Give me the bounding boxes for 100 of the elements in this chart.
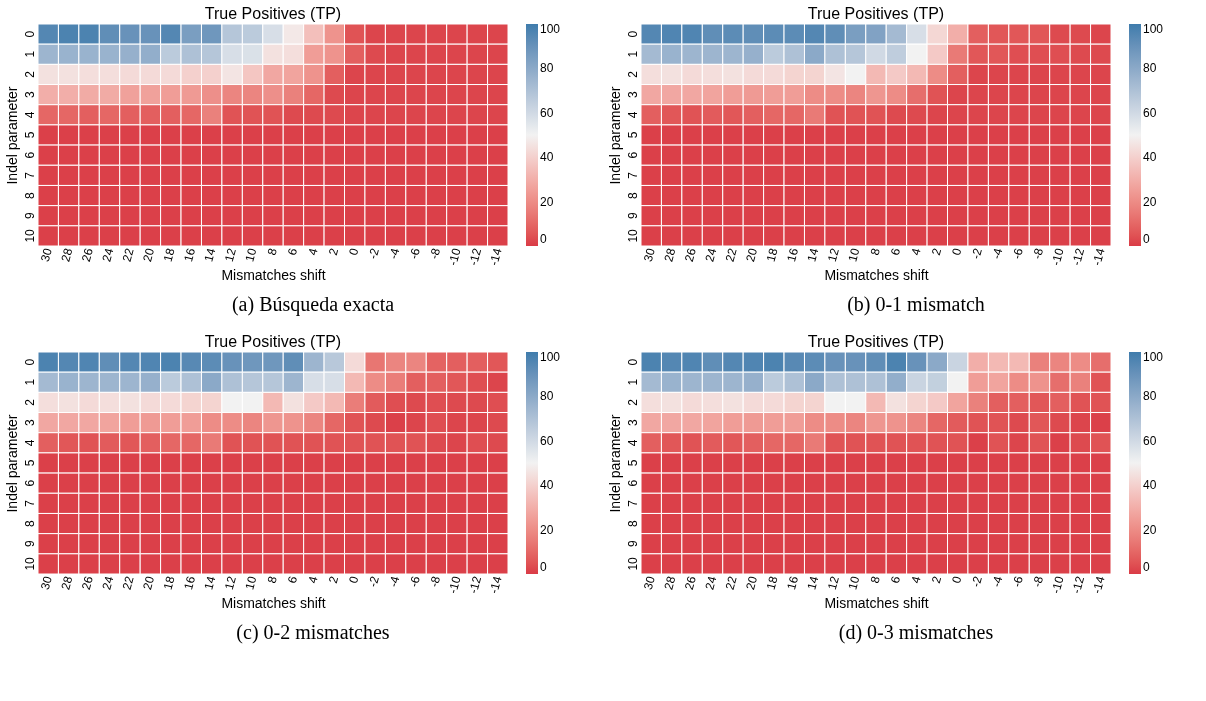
x-tick-label: 2 (928, 246, 945, 257)
x-tick-label: -2 (968, 246, 986, 261)
color-bar-label: 0 (540, 232, 547, 246)
x-tick-label: 2 (325, 574, 342, 585)
x-tick-label: -8 (1029, 574, 1047, 589)
y-tick-label: 9 (625, 540, 640, 548)
x-axis-title: Mismatches shift (824, 266, 929, 283)
x-tick-label: 6 (887, 246, 904, 257)
x-tick-label: 12 (221, 246, 239, 264)
x-tick-label: 0 (346, 246, 362, 257)
x-tick-label: -14 (1089, 246, 1108, 268)
x-tick-label: -10 (1048, 574, 1067, 596)
x-tick-label: 22 (119, 246, 137, 264)
y-tick-label: 0 (22, 358, 37, 366)
x-tick-label: -12 (1069, 574, 1088, 596)
x-tick-label: -6 (406, 574, 423, 589)
y-tick-label: 10 (625, 556, 640, 571)
x-tick-label: 6 (284, 574, 301, 585)
color-bar-label: 40 (540, 478, 554, 493)
x-tick-label: 4 (908, 246, 924, 257)
x-tick-label: 14 (804, 246, 822, 264)
y-tick-label: 3 (22, 90, 37, 98)
x-tick-label: 24 (99, 574, 117, 592)
y-tick-label: 2 (22, 398, 37, 406)
chart-title: True Positives (TP) (204, 332, 342, 350)
x-tick-label: 8 (867, 246, 883, 257)
color-bar-label: 60 (540, 433, 554, 448)
y-tick-label: 6 (625, 479, 640, 487)
y-tick-label: 0 (625, 358, 640, 366)
y-tick-label: 1 (22, 378, 37, 386)
x-tick-label: 20 (140, 246, 158, 264)
y-tick-label: 5 (22, 131, 37, 139)
y-tick-label: 4 (625, 439, 640, 447)
y-tick-label: 6 (22, 479, 37, 487)
color-bar-label: 80 (1143, 61, 1157, 76)
x-tick-label: 30 (38, 574, 56, 592)
text: (d) 0-3 mismatches (838, 621, 994, 644)
y-tick-label: 2 (625, 398, 640, 406)
chart-title: True Positives (TP) (807, 332, 945, 350)
y-tick-label: 8 (22, 191, 37, 199)
x-tick-label: 24 (99, 246, 117, 264)
x-tick-label: 4 (305, 246, 321, 257)
x-tick-label: 0 (949, 246, 965, 257)
x-tick-label: 26 (681, 246, 699, 264)
color-bar-label: 0 (1143, 232, 1150, 246)
x-tick-label: -6 (406, 246, 423, 261)
x-tick-label: 20 (743, 574, 761, 592)
x-tick-label: -8 (426, 574, 444, 589)
x-tick-label: 12 (221, 574, 239, 592)
x-tick-label: 26 (78, 574, 96, 592)
y-tick-label: 8 (625, 519, 640, 527)
y-tick-label: 3 (625, 418, 640, 426)
x-tick-label: -2 (365, 246, 383, 261)
chart-title: True Positives (TP) (204, 4, 342, 22)
x-tick-label: 16 (181, 246, 199, 264)
y-axis-title: Indel parameter (3, 86, 20, 185)
x-tick-label: 6 (284, 246, 301, 257)
y-tick-label: 0 (625, 30, 640, 38)
x-tick-label: -10 (445, 574, 464, 596)
y-tick-label: 10 (625, 228, 640, 243)
y-tick-label: 7 (22, 171, 37, 179)
x-tick-label: 4 (908, 574, 924, 585)
y-tick-label: 5 (625, 459, 640, 467)
x-tick-label: -12 (1069, 246, 1088, 268)
y-tick-label: 8 (625, 191, 640, 199)
x-tick-label: -12 (466, 574, 485, 596)
x-tick-label: 8 (264, 246, 280, 257)
color-bar-label: 100 (1143, 350, 1164, 364)
y-tick-label: 7 (625, 499, 640, 507)
x-tick-label: -2 (365, 574, 383, 589)
x-tick-label: 16 (181, 574, 199, 592)
x-tick-label: 20 (743, 246, 761, 264)
y-tick-label: 10 (22, 556, 37, 571)
x-tick-label: 0 (949, 574, 965, 585)
x-tick-label: 18 (160, 574, 178, 592)
x-tick-label: 10 (845, 246, 863, 264)
y-tick-label: 4 (22, 111, 37, 119)
x-tick-label: 18 (763, 574, 781, 592)
color-bar-label: 80 (540, 389, 554, 404)
x-tick-label: 8 (867, 574, 883, 585)
x-tick-label: -4 (989, 246, 1006, 261)
y-tick-label: 1 (22, 50, 37, 58)
x-tick-label: 30 (38, 246, 56, 264)
y-tick-label: 9 (625, 212, 640, 220)
y-axis-title: Indel parameter (606, 86, 623, 185)
x-axis-title: Mismatches shift (221, 594, 326, 611)
x-tick-label: -14 (486, 246, 505, 268)
x-tick-label: 16 (784, 574, 802, 592)
color-bar-label: 80 (540, 61, 554, 76)
color-bar-label: 40 (1143, 150, 1157, 165)
x-tick-label: 22 (722, 574, 740, 592)
y-axis-title: Indel parameter (3, 414, 20, 513)
text: (a) Búsqueda exacta (231, 293, 395, 316)
x-tick-label: 0 (346, 574, 362, 585)
x-tick-label: 26 (681, 574, 699, 592)
y-tick-label: 1 (625, 378, 640, 386)
color-bar-label: 40 (540, 150, 554, 165)
y-tick-label: 3 (22, 418, 37, 426)
x-tick-label: 14 (804, 574, 822, 592)
x-tick-label: -4 (386, 574, 403, 589)
